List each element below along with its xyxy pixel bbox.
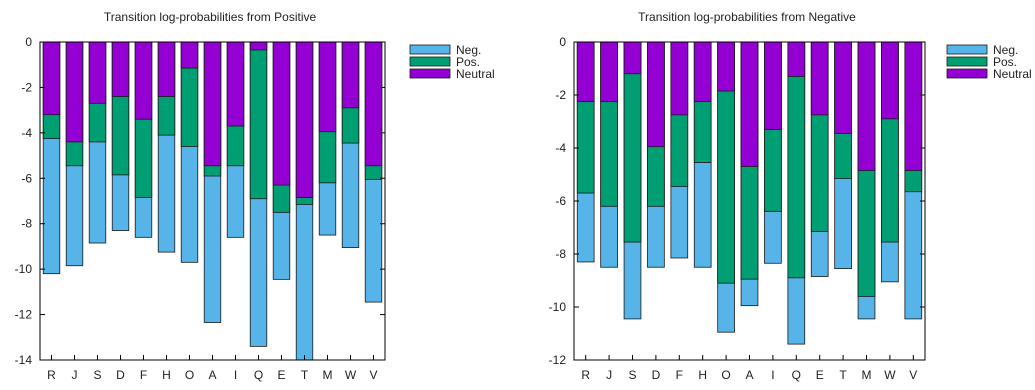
bar-neutral-A bbox=[203, 41, 222, 167]
x-tick-label-M: M bbox=[323, 368, 333, 382]
bar-neutral-D bbox=[647, 41, 665, 148]
bar-neutral-H bbox=[693, 41, 712, 103]
legend-swatch-neutral bbox=[946, 68, 988, 79]
legend-swatch-pos bbox=[409, 56, 451, 67]
x-tick-label-J: J bbox=[72, 368, 78, 382]
x-tick-label-Q: Q bbox=[254, 368, 263, 382]
x-tick-label-F: F bbox=[140, 368, 147, 382]
x-tick-label-S: S bbox=[93, 368, 101, 382]
x-tick-label-R: R bbox=[47, 368, 56, 382]
bar-pos-Q bbox=[249, 41, 268, 200]
bar-neutral-V bbox=[904, 41, 923, 171]
legend-label-neg: Neg. bbox=[456, 43, 481, 57]
bar-neutral-I bbox=[764, 41, 782, 130]
bar-neutral-J bbox=[600, 41, 618, 103]
legend-label-pos: Pos. bbox=[993, 55, 1017, 69]
bar-neutral-I bbox=[226, 41, 245, 127]
x-tick-label-S: S bbox=[628, 368, 636, 382]
legend-swatch-neg bbox=[946, 44, 988, 55]
x-tick-label-M: M bbox=[862, 368, 872, 382]
x-tick-label-T: T bbox=[301, 368, 309, 382]
bar-neutral-E bbox=[272, 41, 291, 186]
x-tick-label-O: O bbox=[721, 368, 730, 382]
chart-positive: Transition log-probabilities from Positi… bbox=[15, 10, 495, 382]
bars bbox=[576, 41, 923, 345]
bar-neutral-M bbox=[318, 41, 337, 133]
chart-title: Transition log-probabilities from Positi… bbox=[104, 10, 317, 24]
legend-label-neg: Neg. bbox=[993, 43, 1018, 57]
y-tick-label: 0 bbox=[559, 35, 566, 49]
bar-neutral-W bbox=[881, 41, 899, 120]
y-tick-label: -12 bbox=[15, 308, 33, 322]
legend-swatch-neg bbox=[409, 44, 451, 55]
y-tick-label: -2 bbox=[555, 88, 566, 102]
x-tick-label-I: I bbox=[234, 368, 237, 382]
bar-neutral-S bbox=[88, 41, 107, 104]
bar-neutral-O bbox=[717, 41, 735, 92]
chart-negative: Transition log-probabilities from Negati… bbox=[549, 10, 1032, 382]
bar-neutral-D bbox=[111, 41, 130, 97]
x-tick-label-A: A bbox=[745, 368, 753, 382]
bar-neutral-V bbox=[364, 41, 383, 167]
bar-pos-Q bbox=[787, 41, 806, 279]
bar-neutral-J bbox=[65, 41, 84, 143]
bar-neutral-H bbox=[157, 41, 176, 97]
y-tick-label: -14 bbox=[15, 353, 33, 367]
x-tick-label-I: I bbox=[771, 368, 774, 382]
x-tick-label-F: F bbox=[676, 368, 683, 382]
y-tick-label: -6 bbox=[21, 171, 32, 185]
y-tick-label: -8 bbox=[555, 247, 566, 261]
bar-neutral-R bbox=[576, 41, 595, 103]
y-tick-label: -10 bbox=[15, 262, 33, 276]
x-tick-label-H: H bbox=[698, 368, 707, 382]
legend-label-neutral: Neutral bbox=[456, 67, 495, 81]
chart-panel-positive: Transition log-probabilities from Positi… bbox=[0, 0, 517, 385]
x-tick-label-D: D bbox=[116, 368, 125, 382]
x-tick-label-A: A bbox=[208, 368, 216, 382]
x-tick-label-J: J bbox=[606, 368, 612, 382]
y-tick-label: -12 bbox=[549, 353, 567, 367]
y-tick-label: -4 bbox=[555, 141, 566, 155]
x-tick-label-W: W bbox=[884, 368, 896, 382]
bar-neutral-E bbox=[810, 41, 829, 116]
bar-neutral-W bbox=[341, 41, 360, 109]
x-tick-label-R: R bbox=[581, 368, 590, 382]
bars bbox=[42, 41, 383, 361]
x-tick-label-O: O bbox=[185, 368, 194, 382]
x-tick-label-W: W bbox=[345, 368, 357, 382]
x-tick-label-H: H bbox=[162, 368, 171, 382]
bar-neutral-T bbox=[834, 41, 852, 134]
bar-neutral-F bbox=[134, 41, 153, 120]
y-tick-label: -6 bbox=[555, 194, 566, 208]
chart-panel-negative: Transition log-probabilities from Negati… bbox=[517, 0, 1035, 385]
legend-label-pos: Pos. bbox=[456, 55, 480, 69]
legend-label-neutral: Neutral bbox=[993, 67, 1032, 81]
y-tick-label: -10 bbox=[549, 300, 567, 314]
y-tick-label: -8 bbox=[21, 217, 32, 231]
x-tick-label-V: V bbox=[909, 368, 917, 382]
bar-neutral-M bbox=[857, 41, 876, 171]
y-tick-label: -4 bbox=[21, 126, 32, 140]
bar-neutral-R bbox=[42, 41, 61, 116]
bar-neutral-Q bbox=[249, 41, 268, 51]
x-tick-label-V: V bbox=[369, 368, 377, 382]
bar-neutral-A bbox=[740, 41, 759, 167]
bar-neutral-S bbox=[623, 41, 642, 75]
bar-neutral-F bbox=[670, 41, 689, 116]
x-tick-label-E: E bbox=[816, 368, 824, 382]
bar-neutral-T bbox=[295, 41, 314, 198]
x-tick-label-E: E bbox=[277, 368, 285, 382]
bar-neutral-O bbox=[180, 41, 199, 69]
y-tick-label: 0 bbox=[25, 35, 32, 49]
x-tick-label-Q: Q bbox=[792, 368, 801, 382]
chart-title: Transition log-probabilities from Negati… bbox=[638, 10, 856, 24]
bar-neutral-Q bbox=[787, 41, 806, 77]
x-tick-label-T: T bbox=[839, 368, 847, 382]
legend-swatch-neutral bbox=[409, 68, 451, 79]
x-tick-label-D: D bbox=[652, 368, 661, 382]
legend-swatch-pos bbox=[946, 56, 988, 67]
y-tick-label: -2 bbox=[21, 80, 32, 94]
legend: Neg.Pos.Neutral bbox=[946, 43, 1032, 81]
legend: Neg.Pos.Neutral bbox=[409, 43, 495, 81]
